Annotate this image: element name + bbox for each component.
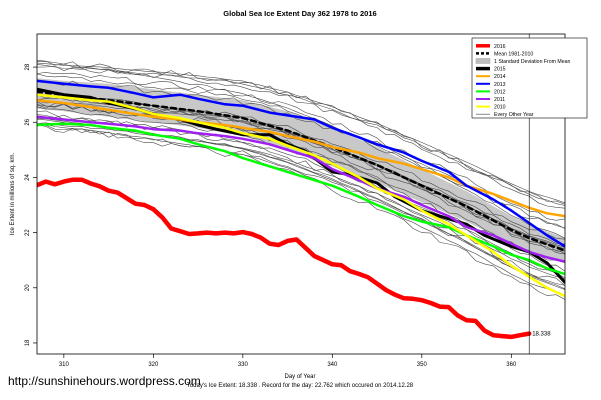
end-value-label: 18.338 — [532, 332, 551, 338]
y-tick-label: 24 — [25, 173, 31, 180]
legend-label: 2011 — [494, 97, 505, 103]
every-other-year-line — [37, 65, 565, 209]
series-line-2012 — [37, 122, 565, 276]
x-tick-label: 310 — [59, 362, 70, 368]
every-other-year-line — [37, 62, 565, 204]
every-other-year-line — [37, 61, 565, 239]
y-tick-label: 22 — [25, 229, 31, 236]
legend-label: Mean 1981-2010 — [494, 51, 533, 57]
series-line-2016 — [37, 177, 532, 340]
y-axis-label: Ice Extent in millions of sq. km. — [10, 152, 16, 235]
every-other-year-line — [37, 72, 565, 221]
legend-swatch — [475, 58, 491, 64]
x-tick-label: 320 — [148, 362, 159, 368]
legend-label: 2013 — [494, 82, 506, 88]
legend-box — [471, 37, 588, 119]
x-tick-label: 330 — [238, 362, 249, 368]
x-axis-label: Day of Year — [284, 374, 315, 380]
x-tick-label: 340 — [327, 362, 338, 368]
y-tick-label: 18 — [25, 339, 31, 346]
site-credit[interactable]: http://sunshinehours.wordpress.com — [8, 374, 201, 388]
y-tick-label: 26 — [25, 118, 31, 125]
series-layer — [37, 79, 565, 340]
chart-title: Global Sea Ice Extent Day 362 1978 to 20… — [223, 9, 376, 18]
series-line-2014 — [37, 98, 565, 218]
every-other-year-line — [37, 96, 565, 240]
series-line-mean-1981-2010 — [37, 90, 565, 252]
legend-label: 2014 — [494, 74, 506, 80]
legend-label: 1 Standard Deviation From Mean — [494, 59, 571, 65]
y-tick-label: 20 — [25, 284, 31, 291]
plot-frame — [36, 33, 566, 355]
series-line-2013 — [37, 79, 565, 248]
every-other-year-line — [37, 64, 565, 206]
every-other-year-line — [37, 124, 565, 297]
footer-note: Today's Ice Extent: 18.338 . Record for … — [187, 383, 414, 389]
x-tick-label: 360 — [506, 362, 517, 368]
legend-label: Every Other Year — [494, 112, 534, 118]
y-tick-label: 28 — [25, 63, 31, 70]
legend-label: 2012 — [494, 89, 506, 95]
series-line-2010 — [37, 93, 565, 298]
every-other-year-line — [37, 114, 565, 279]
series-line-2011 — [37, 115, 565, 263]
legend-label: 2015 — [494, 67, 506, 73]
x-tick-label: 350 — [417, 362, 428, 368]
every-other-year-line — [37, 93, 565, 255]
legend-label: 2010 — [494, 105, 506, 111]
legend-label: 2016 — [494, 44, 506, 50]
